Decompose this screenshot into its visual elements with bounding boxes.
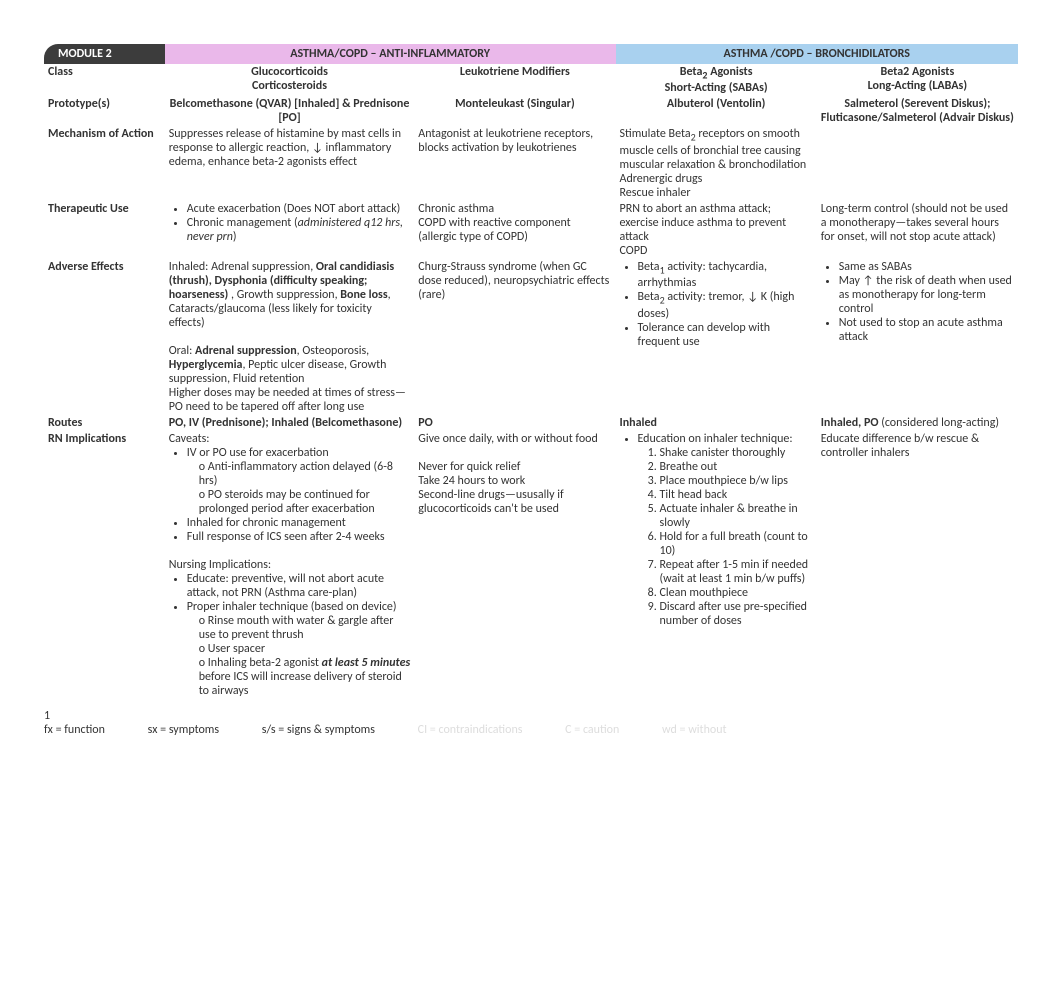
row-label: Therapeutic Use <box>44 201 165 259</box>
row-ae: Adverse Effects Inhaled: Adrenal suppres… <box>44 259 1018 415</box>
cell-moa-3: Stimulate Beta2 receptors on smooth musc… <box>616 126 817 200</box>
row-label: Adverse Effects <box>44 259 165 415</box>
cell-class-1: Glucocorticoids Corticosteroids <box>165 64 415 96</box>
cell-proto-1: Belcomethasone (QVAR) [Inhaled] & Predni… <box>165 96 415 126</box>
list-item: Proper inhaler technique (based on devic… <box>187 600 411 698</box>
row-label: Class <box>44 64 165 96</box>
list-item: Not used to stop an acute asthma attack <box>839 316 1014 344</box>
list-item: May ↑ the risk of death when used as mon… <box>839 274 1014 316</box>
cell-proto-3: Albuterol (Ventolin) <box>616 96 817 126</box>
cell-routes-3: Inhaled <box>616 415 817 431</box>
list-item: Inhaling beta-2 agonist at least 5 minut… <box>199 656 411 698</box>
cell-ae-3: Beta1 activity: tachycardia, arrhythmias… <box>616 259 817 415</box>
page-number: 1 <box>44 709 1018 723</box>
cell-use-2: Chronic asthma COPD with reactive compon… <box>414 201 615 259</box>
list-item: User spacer <box>199 642 411 656</box>
cell-use-3: PRN to abort an asthma attack; exercise … <box>616 201 817 259</box>
list-item: Anti-inflammatory action delayed (6-8 hr… <box>199 460 411 488</box>
row-rn: RN Implications Caveats: IV or PO use fo… <box>44 431 1018 699</box>
inhaler-steps: Shake canister thoroughlyBreathe outPlac… <box>638 446 813 628</box>
footer-abbr: fx = function sx = symptoms s/s = signs … <box>44 723 1018 737</box>
cell-rn-3: Education on inhaler technique: Shake ca… <box>616 431 817 699</box>
row-prototype: Prototype(s) Belcomethasone (QVAR) [Inha… <box>44 96 1018 126</box>
cell-class-3: Beta2 Agonists Short-Acting (SABAs) <box>616 64 817 96</box>
row-label: RN Implications <box>44 431 165 699</box>
cell-routes-2: PO <box>414 415 615 431</box>
header-row: MODULE 2 ASTHMA/COPD – ANTI-INFLAMMATORY… <box>44 44 1018 64</box>
inhaler-step: Clean mouthpiece <box>660 586 813 600</box>
inhaler-step: Shake canister thoroughly <box>660 446 813 460</box>
row-label: Prototype(s) <box>44 96 165 126</box>
drug-table: MODULE 2 ASTHMA/COPD – ANTI-INFLAMMATORY… <box>44 44 1018 699</box>
cell-rn-1: Caveats: IV or PO use for exacerbation A… <box>165 431 415 699</box>
cell-rn-4: Educate difference b/w rescue & controll… <box>817 431 1018 699</box>
cell-moa-1: Suppresses release of histamine by mast … <box>165 126 415 200</box>
list-item: Tolerance can develop with frequent use <box>638 321 813 349</box>
inhaler-step: Actuate inhaler & breathe in slowly <box>660 502 813 530</box>
cell-routes-4: Inhaled, PO (considered long-acting) <box>817 415 1018 431</box>
inhaler-step: Hold for a full breath (count to 10) <box>660 530 813 558</box>
list-item: Same as SABAs <box>839 260 1014 274</box>
cell-use-1: Acute exacerbation (Does NOT abort attac… <box>165 201 415 259</box>
abbr-ci: CI = contraindications <box>418 723 523 737</box>
list-item: Chronic management (administered q12 hrs… <box>187 216 411 244</box>
section-anti-inflammatory: ASTHMA/COPD – ANTI-INFLAMMATORY <box>165 44 616 64</box>
cell-moa-4 <box>817 126 1018 200</box>
cell-use-4: Long-term control (should not be used a … <box>817 201 1018 259</box>
inhaler-step: Repeat after 1-5 min if needed (wait at … <box>660 558 813 586</box>
cell-rn-2: Give once daily, with or without food Ne… <box>414 431 615 699</box>
list-item: Beta2 activity: tremor, ↓ K (high doses) <box>638 290 813 320</box>
row-label: Mechanism of Action <box>44 126 165 200</box>
row-moa: Mechanism of Action Suppresses release o… <box>44 126 1018 200</box>
inhaler-step: Breathe out <box>660 460 813 474</box>
inhaler-step: Place mouthpiece b/w lips <box>660 474 813 488</box>
row-label: Routes <box>44 415 165 431</box>
abbr-fx: fx = function <box>44 723 105 737</box>
inhaler-step: Discard after use pre-specified number o… <box>660 600 813 628</box>
cell-ae-1: Inhaled: Adrenal suppression, Oral candi… <box>165 259 415 415</box>
row-routes: Routes PO, IV (Prednisone); Inhaled (Bel… <box>44 415 1018 431</box>
list-item: Beta1 activity: tachycardia, arrhythmias <box>638 260 813 290</box>
section-bronchodilators: ASTHMA /COPD – BRONCHIDILATORS <box>616 44 1019 64</box>
module-cell: MODULE 2 <box>44 44 165 64</box>
list-item: Inhaled for chronic management <box>187 516 411 530</box>
abbr-sx: sx = symptoms <box>148 723 219 737</box>
list-item: Full response of ICS seen after 2-4 week… <box>187 530 411 544</box>
list-item: Acute exacerbation (Does NOT abort attac… <box>187 202 411 216</box>
cell-ae-4: Same as SABAs May ↑ the risk of death wh… <box>817 259 1018 415</box>
list-item: Rinse mouth with water & gargle after us… <box>199 614 411 642</box>
row-use: Therapeutic Use Acute exacerbation (Does… <box>44 201 1018 259</box>
cell-class-4: Beta2 Agonists Long-Acting (LABAs) <box>817 64 1018 96</box>
cell-proto-2: Monteleukast (Singular) <box>414 96 615 126</box>
list-item: Educate: preventive, will not abort acut… <box>187 572 411 600</box>
row-class: Class Glucocorticoids Corticosteroids Le… <box>44 64 1018 96</box>
cell-class-2: Leukotriene Modifiers <box>414 64 615 96</box>
cell-proto-4: Salmeterol (Serevent Diskus); Fluticason… <box>817 96 1018 126</box>
abbr-c: C = caution <box>565 723 619 737</box>
list-item: Education on inhaler technique: Shake ca… <box>638 432 813 628</box>
page: MODULE 2 ASTHMA/COPD – ANTI-INFLAMMATORY… <box>0 0 1062 737</box>
abbr-wd: wd = without <box>662 723 727 737</box>
footer: 1 fx = function sx = symptoms s/s = sign… <box>44 709 1018 737</box>
cell-ae-2: Churg-Strauss syndrome (when GC dose red… <box>414 259 615 415</box>
cell-routes-1: PO, IV (Prednisone); Inhaled (Belcometha… <box>165 415 415 431</box>
list-item: IV or PO use for exacerbation Anti-infla… <box>187 446 411 516</box>
inhaler-step: Tilt head back <box>660 488 813 502</box>
list-item: PO steroids may be continued for prolong… <box>199 488 411 516</box>
abbr-ss: s/s = signs & symptoms <box>262 723 375 737</box>
cell-moa-2: Antagonist at leukotriene receptors, blo… <box>414 126 615 200</box>
